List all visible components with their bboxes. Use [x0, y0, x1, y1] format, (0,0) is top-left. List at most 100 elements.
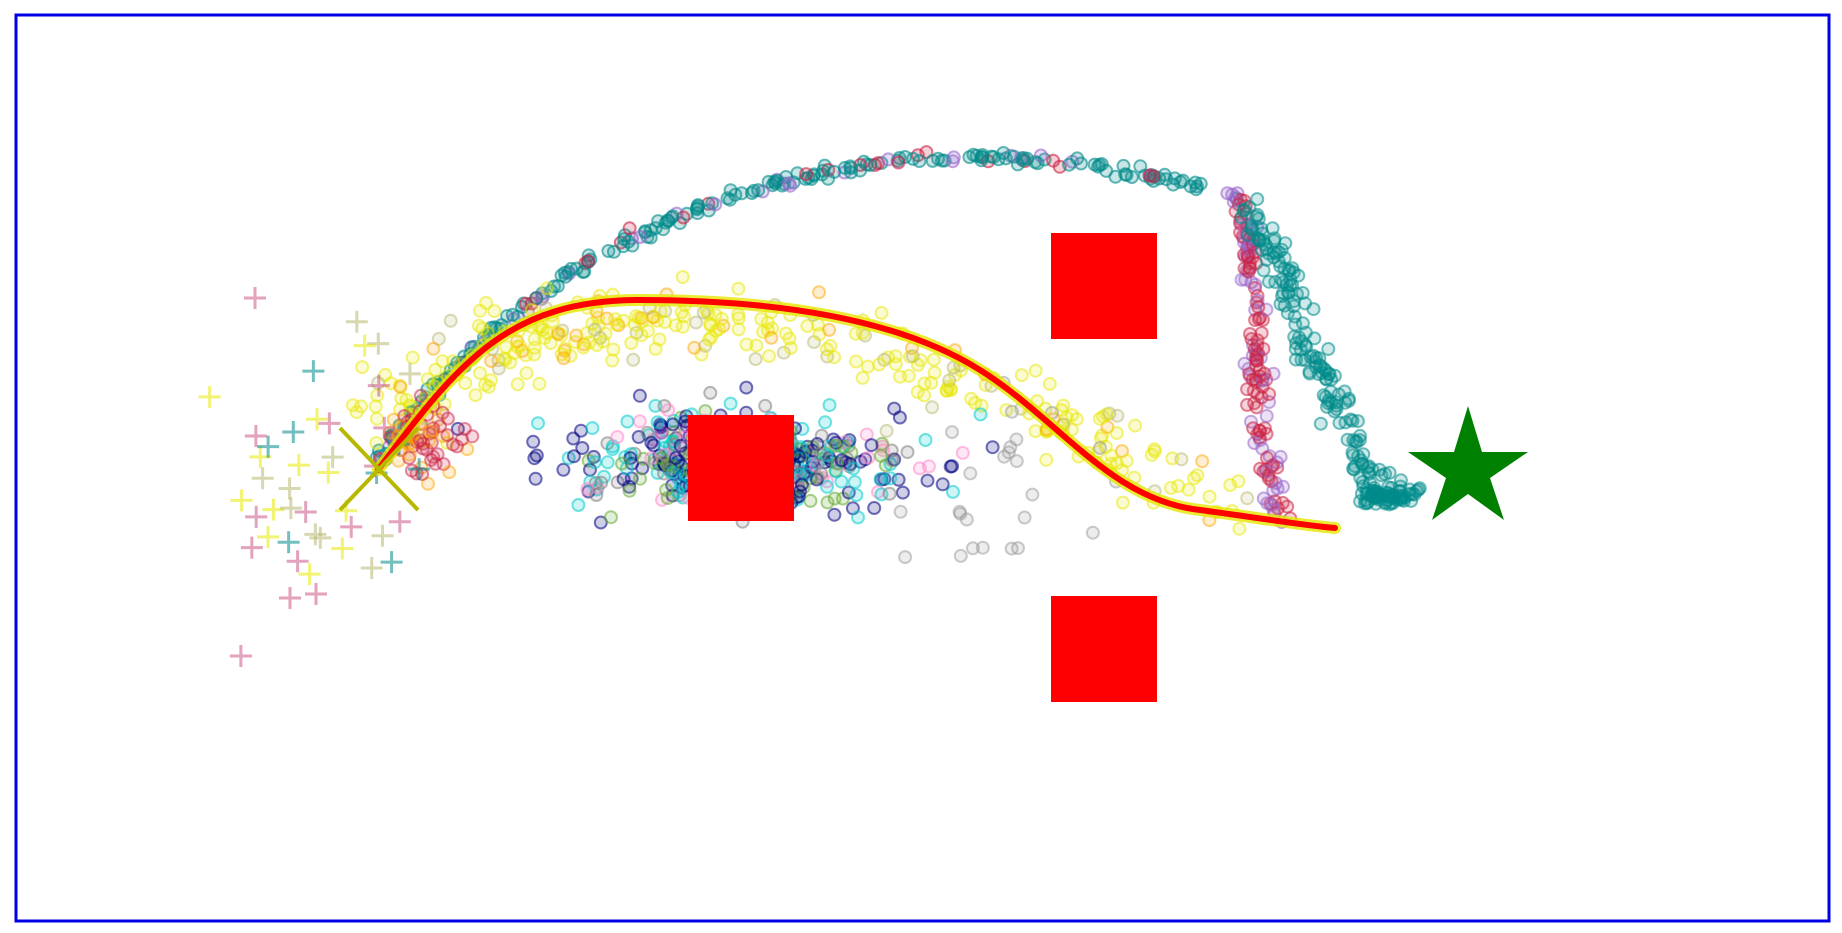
sample-point	[632, 414, 647, 429]
sample-point	[926, 352, 941, 367]
sample-point	[1262, 274, 1276, 289]
sample-point	[828, 438, 843, 453]
sample-cross	[257, 525, 280, 548]
sample-point	[1356, 447, 1371, 462]
sample-point	[1115, 495, 1130, 510]
sample-cross	[278, 477, 301, 500]
sample-cross	[306, 408, 329, 431]
sample-point	[1033, 148, 1048, 163]
sample-point	[703, 316, 717, 331]
sample-point	[535, 322, 550, 337]
sample-cross	[305, 583, 327, 605]
sample-point	[1251, 346, 1266, 361]
sample-point	[723, 183, 738, 198]
sample-cross	[318, 412, 341, 435]
planned-path	[375, 296, 1338, 531]
sample-point	[921, 459, 936, 474]
sample-point	[659, 483, 674, 497]
sample-point	[1259, 409, 1274, 423]
sample-point	[879, 423, 894, 438]
sample-point	[1412, 481, 1427, 496]
sample-point	[1009, 454, 1024, 469]
sample-point	[776, 345, 791, 360]
sample-point	[569, 328, 584, 343]
sample-cross	[304, 523, 327, 546]
start-marker	[338, 426, 420, 512]
sample-point	[543, 336, 558, 350]
sample-point	[556, 462, 571, 477]
sample-point	[1087, 157, 1102, 172]
sample-point	[1099, 163, 1114, 178]
sample-point	[355, 360, 370, 375]
sample-point	[446, 437, 461, 452]
sample-point	[1017, 510, 1032, 525]
sample-point	[1321, 342, 1336, 356]
sample-point	[885, 453, 900, 468]
sample-point	[1386, 496, 1400, 510]
sample-cross	[380, 551, 403, 574]
sample-point	[703, 385, 718, 400]
sample-point	[1202, 489, 1217, 504]
sample-point	[1173, 175, 1188, 189]
sample-point	[519, 366, 534, 381]
sample-point	[575, 441, 590, 455]
sample-cross	[398, 362, 421, 385]
sample-cross	[373, 416, 396, 439]
sample-point	[594, 475, 609, 490]
sample-point	[413, 388, 428, 403]
sample-point	[609, 317, 624, 332]
sample-point	[1280, 499, 1295, 514]
sample-point	[632, 388, 647, 403]
sample-point	[1166, 177, 1181, 192]
sample-point	[1046, 153, 1061, 168]
sample-point	[893, 504, 908, 519]
sample-point	[927, 365, 942, 380]
sample-point	[435, 354, 450, 369]
sample-point	[749, 338, 764, 353]
sample-point	[872, 357, 887, 372]
sample-point	[1146, 169, 1161, 184]
sample-point	[985, 440, 1000, 455]
sample-point	[945, 154, 960, 169]
sample-point	[661, 403, 676, 418]
sample-point	[585, 421, 600, 436]
sample-point	[1248, 277, 1263, 292]
sample-point	[673, 438, 688, 453]
sample-point	[624, 336, 639, 350]
sample-point	[1244, 221, 1259, 236]
sample-point	[1165, 451, 1180, 466]
sample-point	[487, 304, 502, 319]
sample-point	[739, 337, 754, 352]
sample-cross	[251, 467, 274, 490]
sample-cross	[229, 644, 252, 667]
sample-point	[1104, 448, 1119, 463]
sample-point	[368, 399, 383, 414]
sample-point	[402, 447, 417, 462]
sample-point	[615, 456, 629, 471]
sample-point	[644, 451, 659, 466]
goal-star-icon	[1408, 406, 1528, 520]
sample-point	[370, 388, 385, 403]
sample-point	[1254, 326, 1269, 340]
sample-point	[853, 163, 868, 178]
sample-point	[1250, 192, 1265, 207]
sample-point	[558, 269, 573, 284]
sample-point	[426, 341, 441, 356]
sample-point	[925, 153, 940, 168]
sample-point	[912, 154, 927, 169]
sample-point	[1394, 489, 1409, 504]
sample-point	[468, 388, 483, 403]
sample-point	[891, 155, 906, 170]
sample-point	[1353, 494, 1368, 509]
sample-point	[1248, 313, 1263, 327]
sample-point	[1341, 391, 1356, 406]
sample-point	[1001, 445, 1016, 460]
sample-point	[484, 373, 498, 388]
sample-point	[473, 303, 487, 318]
sample-point	[475, 321, 490, 336]
sample-point	[1116, 158, 1131, 173]
sample-cross	[198, 385, 221, 408]
sample-point	[794, 477, 809, 492]
sample-cross	[321, 446, 344, 469]
sample-point	[512, 339, 527, 354]
